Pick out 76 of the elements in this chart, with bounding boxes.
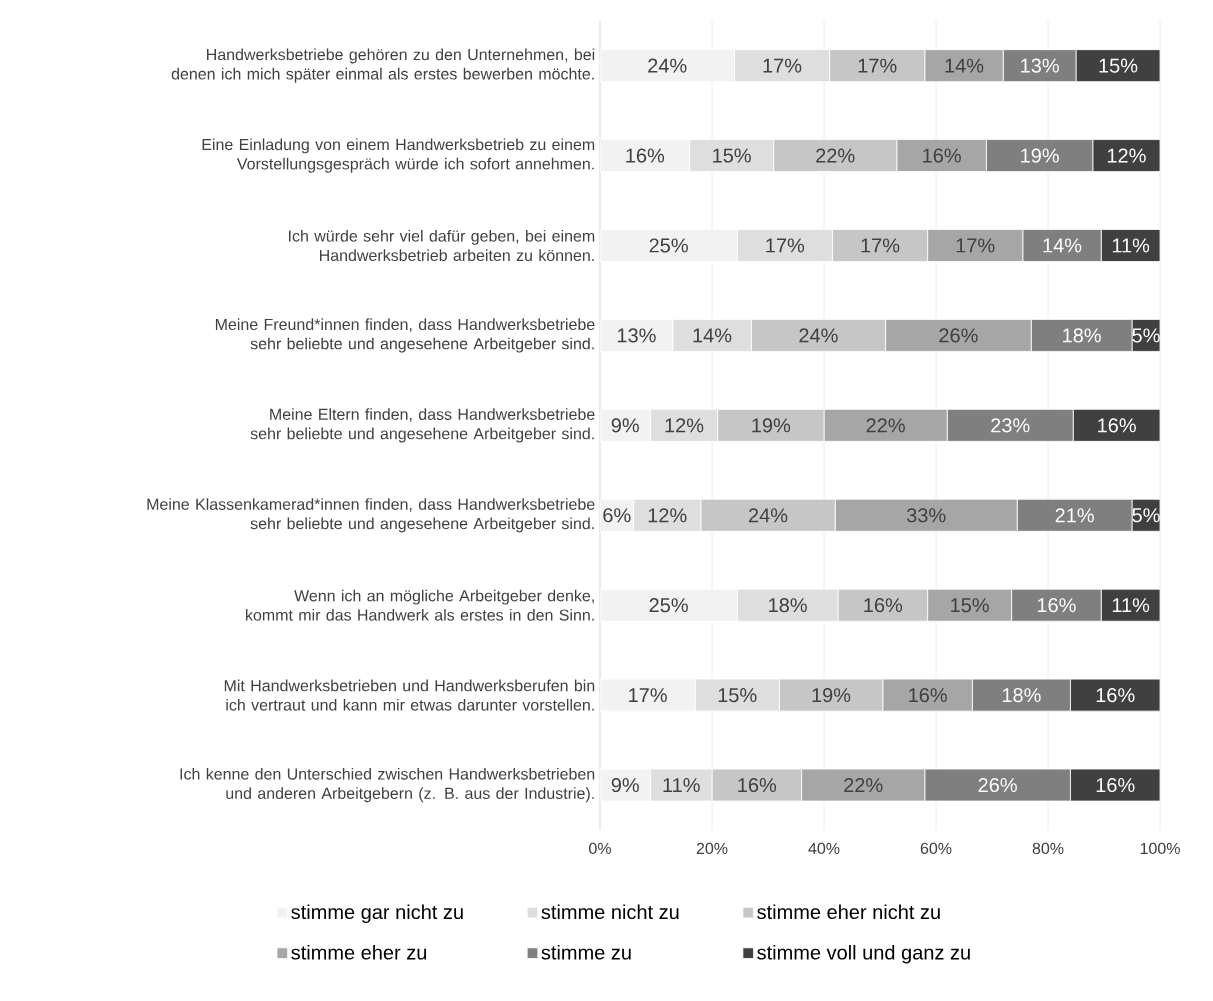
data-label: 11% bbox=[663, 778, 700, 793]
data-label: 19% bbox=[812, 688, 851, 703]
data-label: 17% bbox=[763, 58, 802, 73]
data-label: 24% bbox=[749, 508, 788, 523]
bar bbox=[600, 588, 738, 622]
data-label: 16% bbox=[909, 688, 947, 703]
data-label: 11% bbox=[1112, 238, 1150, 253]
data-label: 17% bbox=[861, 238, 900, 253]
data-label: 18% bbox=[1063, 328, 1101, 343]
data-label: 14% bbox=[693, 328, 732, 343]
data-label: 16% bbox=[738, 777, 777, 793]
x-tick-label: 20% bbox=[696, 842, 728, 855]
data-label: 22% bbox=[844, 777, 883, 793]
data-label: 18% bbox=[1002, 688, 1041, 703]
y-tick-label: Wenn ich an mögliche Arbeitgeber denke, kommt mir das Handwerk als erstes in den Sinn. bbox=[246, 589, 594, 621]
data-label: 9% bbox=[611, 777, 639, 793]
data-label: 25% bbox=[649, 238, 688, 253]
legend-label: stimme zu bbox=[541, 944, 631, 960]
data-label: 26% bbox=[978, 777, 1017, 793]
data-label: 16% bbox=[626, 148, 665, 163]
y-tick-label: Handwerksbetriebe gehören zu den Unternehmen, bei denen ich mich später einmal als erstes bewerben möchte. bbox=[171, 48, 595, 83]
bar bbox=[600, 229, 738, 262]
data-label: 17% bbox=[766, 238, 805, 253]
data-label: 9% bbox=[611, 418, 639, 433]
data-label: 14% bbox=[945, 58, 984, 73]
x-tick-label: 100% bbox=[1140, 842, 1180, 855]
data-label: 12% bbox=[648, 508, 687, 523]
data-label: 16% bbox=[1037, 598, 1076, 613]
data-label: 6% bbox=[603, 508, 631, 523]
data-label: 14% bbox=[1043, 238, 1082, 253]
data-label: 15% bbox=[713, 148, 751, 163]
data-label: 15% bbox=[951, 598, 989, 613]
bar bbox=[600, 49, 735, 83]
data-label: 16% bbox=[864, 598, 903, 613]
data-label: 16% bbox=[1096, 777, 1135, 793]
data-label: 16% bbox=[1098, 418, 1136, 433]
data-label: 11% bbox=[1112, 598, 1150, 613]
data-label: 19% bbox=[1021, 148, 1059, 163]
data-label: 25% bbox=[649, 598, 688, 613]
x-tick-label: 40% bbox=[808, 842, 840, 855]
data-label: 17% bbox=[858, 58, 897, 73]
legend-label: stimme gar nicht zu bbox=[291, 904, 463, 924]
x-tick-label: 80% bbox=[1032, 842, 1064, 855]
data-label: 18% bbox=[769, 598, 807, 613]
x-tick-label: 60% bbox=[920, 842, 952, 855]
x-tick-label: 0% bbox=[589, 842, 611, 855]
data-label: 16% bbox=[923, 148, 961, 163]
y-tick-label: Ich kenne den Unterschied zwischen Handwerksbetrieben und anderen Arbeitgebern (z. B. aus der Industrie). bbox=[180, 767, 595, 803]
data-label: 21% bbox=[1055, 508, 1094, 523]
data-label: 13% bbox=[617, 328, 656, 343]
data-label: 13% bbox=[1021, 58, 1059, 73]
data-label: 33% bbox=[906, 508, 946, 523]
legend-label: stimme voll und ganz zu bbox=[757, 944, 970, 964]
legend-label: stimme nicht zu bbox=[541, 904, 679, 920]
legend-label: stimme eher nicht zu bbox=[757, 904, 940, 920]
data-label: 17% bbox=[956, 238, 995, 253]
y-tick-label: Ich würde sehr viel dafür geben, bei einem Handwerksbetrieb arbeiten zu können. bbox=[289, 229, 595, 262]
y-tick-label: Eine Einladung von einem Handwerksbetrieb zu einem Vorstellungsgespräch würde ich sofort annehmen. bbox=[202, 138, 595, 173]
data-label: 23% bbox=[991, 418, 1030, 433]
y-tick-label: Mit Handwerksbetrieben und Handwerksberufen bin ich vertraut und kann mir etwas darunter vorstellen. bbox=[224, 679, 595, 711]
data-label: 22% bbox=[816, 148, 855, 163]
data-label: 22% bbox=[866, 418, 905, 433]
data-label: 24% bbox=[799, 328, 838, 343]
data-label: 24% bbox=[648, 58, 687, 73]
legend-label: stimme eher zu bbox=[291, 944, 427, 960]
y-tick-label: Meine Klassenkamerad*innen finden, dass Handwerksbetriebe sehr beliebte und angesehene Arbeitgeber sind. bbox=[147, 498, 595, 533]
data-label: 15% bbox=[1099, 58, 1138, 73]
y-tick-label: Meine Eltern finden, dass Handwerksbetriebe sehr beliebte und angesehene Arbeitgeber sind. bbox=[250, 408, 595, 443]
data-label: 16% bbox=[1096, 688, 1135, 703]
data-label: 17% bbox=[629, 688, 667, 703]
data-label: 26% bbox=[939, 328, 978, 343]
data-label: 12% bbox=[1107, 148, 1146, 163]
data-label: 15% bbox=[718, 688, 757, 703]
data-label: 12% bbox=[665, 418, 704, 433]
data-label: 19% bbox=[752, 418, 791, 433]
y-tick-label: Meine Freund*innen finden, dass Handwerksbetriebe sehr beliebte und angesehene Arbeitgeber sind. bbox=[215, 318, 595, 353]
